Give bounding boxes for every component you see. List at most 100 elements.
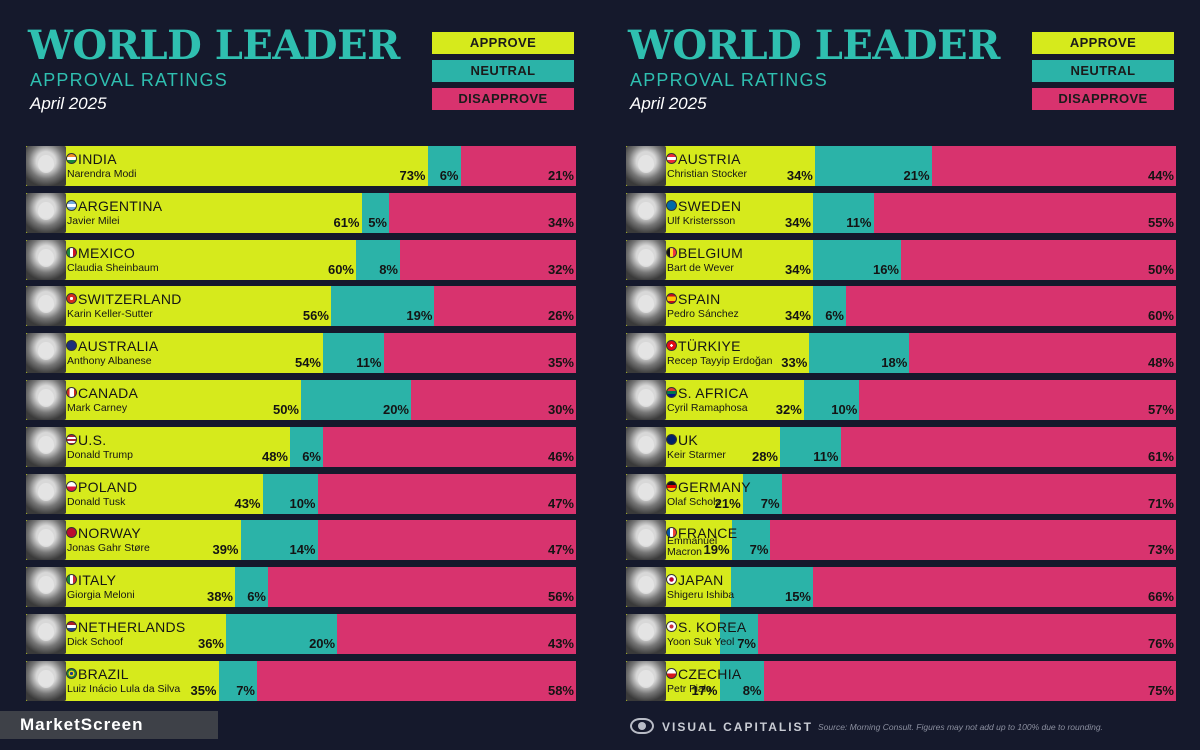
bar-neutral xyxy=(719,614,758,654)
bar-neutral xyxy=(356,240,400,280)
bar-disapprove xyxy=(323,427,576,467)
country-label: NORWAY xyxy=(78,525,141,541)
bar-neutral xyxy=(742,474,782,514)
leader-photo xyxy=(26,520,66,560)
data-label-neutral: 10% xyxy=(831,402,858,417)
leader-name: Bart de Wever xyxy=(667,262,734,274)
chart-subtitle: APPROVAL RATINGS xyxy=(630,70,828,90)
bar-disapprove xyxy=(781,474,1176,514)
bar-row: 34% 11% 55% SWEDEN Ulf Kristersson xyxy=(626,193,1176,233)
leader-photo xyxy=(626,614,666,654)
data-label-disapprove: 47% xyxy=(547,496,574,511)
bar-row: 38% 6% 56% ITALY Giorgia Meloni xyxy=(26,567,576,607)
leader-name: Christian Stocker xyxy=(667,168,747,180)
mexico-flag-icon xyxy=(66,247,77,258)
country-label: SWEDEN xyxy=(678,198,742,214)
left-panel: WORLD LEADER APPROVAL RATINGS April 2025… xyxy=(26,26,576,701)
bar-row: 35% 7% 58% BRAZIL Luiz Inácio Lula da Silva xyxy=(26,661,576,701)
australia-flag-icon xyxy=(66,340,77,351)
leader-name: Anthony Albanese xyxy=(67,355,152,367)
bar-neutral xyxy=(262,474,318,514)
leader-photo xyxy=(26,567,66,607)
leader-photo xyxy=(26,380,66,420)
leader-photo xyxy=(626,286,666,326)
chart-date: April 2025 xyxy=(630,94,707,113)
bar-row: 19% 7% 73% FRANCE Emmanuel Macron xyxy=(626,520,1176,560)
bar-row: 60% 8% 32% MEXICO Claudia Sheinbaum xyxy=(26,240,576,280)
data-label-disapprove: 56% xyxy=(547,589,574,604)
data-label-disapprove: 26% xyxy=(547,308,574,323)
data-label-neutral: 6% xyxy=(302,449,321,464)
canada-flag-icon xyxy=(66,387,77,398)
data-label-disapprove: 35% xyxy=(547,355,574,370)
data-label-neutral: 11% xyxy=(813,449,839,464)
belgium-flag-icon xyxy=(666,247,677,258)
norway-flag-icon xyxy=(66,527,77,538)
bar-disapprove xyxy=(383,333,576,373)
data-label-neutral: 19% xyxy=(406,308,433,323)
bar-row: 50% 20% 30% CANADA Mark Carney xyxy=(26,380,576,420)
leader-photo xyxy=(626,146,666,186)
leader-name: Shigeru Ishiba xyxy=(667,589,735,601)
leader-photo xyxy=(626,380,666,420)
bar-neutral xyxy=(813,240,901,280)
data-label-neutral: 7% xyxy=(737,636,756,651)
bar-row: 34% 6% 60% SPAIN Pedro Sánchez xyxy=(626,286,1176,326)
country-label: INDIA xyxy=(78,151,117,167)
data-label-approve: 50% xyxy=(272,402,299,417)
legend-neutral: NEUTRAL xyxy=(432,60,574,82)
leader-name: Jonas Gahr Støre xyxy=(67,542,150,554)
data-label-neutral: 15% xyxy=(784,589,811,604)
data-label-approve: 73% xyxy=(399,168,426,183)
austria-flag-icon xyxy=(666,153,677,164)
legend: APPROVE NEUTRAL DISAPPROVE xyxy=(1032,32,1174,116)
south-korea-flag-icon xyxy=(666,621,677,632)
bar-approve xyxy=(26,193,362,233)
bar-disapprove xyxy=(317,520,576,560)
bar-row: 56% 19% 26% SWITZERLAND Karin Keller-Sutter xyxy=(26,286,576,326)
bar-neutral xyxy=(730,567,813,607)
leader-name: Cyril Ramaphosa xyxy=(667,402,748,414)
leader-name: Recep Tayyip Erdoğan xyxy=(667,355,773,367)
bar-disapprove xyxy=(813,567,1176,607)
data-label-approve: 39% xyxy=(212,542,239,557)
bar-disapprove xyxy=(901,240,1176,280)
data-label-approve: 33% xyxy=(781,355,808,370)
italy-flag-icon xyxy=(66,574,77,585)
bar-disapprove xyxy=(909,333,1176,373)
data-label-disapprove: 47% xyxy=(547,542,574,557)
data-label-disapprove: 66% xyxy=(1147,589,1174,604)
country-label: GERMANY xyxy=(678,479,751,495)
bar-row: 21% 7% 71% GERMANY Olaf Scholz xyxy=(626,474,1176,514)
leader-photo xyxy=(626,661,666,701)
visual-capitalist-logo-icon xyxy=(630,718,654,734)
leader-name: Claudia Sheinbaum xyxy=(67,262,159,274)
country-label: CANADA xyxy=(78,385,139,401)
data-label-approve: 34% xyxy=(784,215,811,230)
bar-row: 73% 6% 21% INDIA Narendra Modi xyxy=(26,146,576,186)
data-label-approve: 36% xyxy=(197,636,224,651)
bar-approve xyxy=(26,146,428,186)
bar-neutral xyxy=(323,333,384,373)
leader-name: Karin Keller-Sutter xyxy=(67,308,153,320)
leader-photo xyxy=(626,474,666,514)
country-label: ITALY xyxy=(78,572,117,588)
leader-name: Luiz Inácio Lula da Silva xyxy=(67,683,181,695)
legend-disapprove: DISAPPROVE xyxy=(1032,88,1174,110)
data-label-disapprove: 34% xyxy=(547,215,574,230)
chart-title: WORLD LEADER xyxy=(628,22,1000,69)
bar-row: 61% 5% 34% ARGENTINA Javier Milei xyxy=(26,193,576,233)
turkiye-flag-icon xyxy=(666,340,677,351)
bar-neutral xyxy=(226,614,338,654)
legend-approve: APPROVE xyxy=(1032,32,1174,54)
country-label: S. AFRICA xyxy=(678,385,749,401)
bar-row: 33% 18% 48% TÜRKIYE Recep Tayyip Erdoğan xyxy=(626,333,1176,373)
data-label-approve: 32% xyxy=(775,402,802,417)
country-label: MEXICO xyxy=(78,245,136,261)
switzerland-flag-icon xyxy=(66,293,77,304)
data-label-disapprove: 75% xyxy=(1147,683,1174,698)
bar-row: 34% 16% 50% BELGIUM Bart de Wever xyxy=(626,240,1176,280)
leader-photo xyxy=(26,240,66,280)
leader-name: Emmanuel Macron xyxy=(667,535,718,559)
bar-row: 15% 66% JAPAN Shigeru Ishiba xyxy=(626,567,1176,607)
